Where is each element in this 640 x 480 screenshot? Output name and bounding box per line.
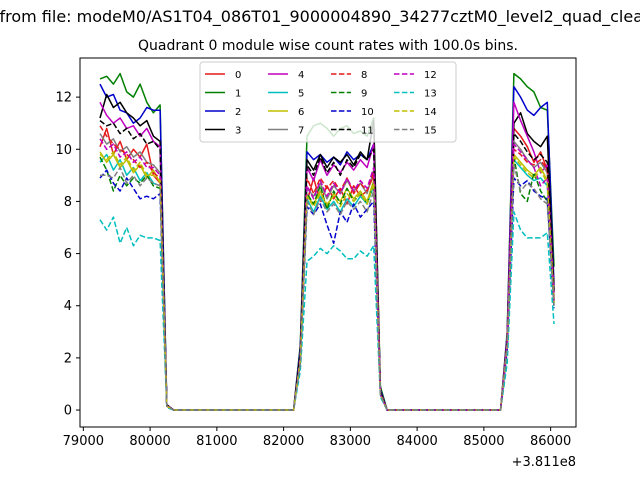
x-axis-ticks: 79000 80000 81000 82000 83000 84000 85000 86000 [63, 427, 571, 449]
x-tick-label: 82000 [263, 434, 304, 449]
x-tick-label: 79000 [63, 434, 104, 449]
x-tick-label: 84000 [396, 434, 437, 449]
legend-label-10: 10 [361, 107, 374, 118]
y-tick-label: 4 [64, 299, 72, 314]
series-layer [99, 72, 555, 411]
x-tick-label: 81000 [196, 434, 237, 449]
x-tick-label: 83000 [330, 434, 371, 449]
legend-label-5: 5 [298, 89, 304, 100]
legend-label-14: 14 [424, 107, 437, 118]
y-tick-label: 2 [64, 351, 72, 366]
legend-frame [199, 61, 457, 143]
legend-label-15: 15 [424, 126, 437, 137]
figure-suptitle: Data from file: modeM0/AS1T04_086T01_900… [0, 7, 640, 27]
legend-label-4: 4 [298, 70, 304, 81]
x-tick-label: 85000 [463, 434, 504, 449]
legend-label-12: 12 [424, 70, 437, 81]
legend-label-9: 9 [361, 89, 367, 100]
y-tick-label: 0 [64, 404, 72, 419]
legend-label-11: 11 [361, 126, 374, 137]
legend-label-3: 3 [235, 126, 241, 137]
legend-label-13: 13 [424, 89, 437, 100]
plot-area: 79000 80000 81000 82000 83000 84000 85000 86000… [55, 57, 577, 470]
series-line-15 [100, 164, 555, 411]
legend-label-6: 6 [298, 107, 304, 118]
y-tick-label: 10 [55, 143, 72, 158]
y-tick-label: 6 [64, 247, 72, 262]
legend-label-7: 7 [298, 126, 304, 137]
y-axis-ticks: 0 2 4 6 8 10 12 [55, 91, 80, 419]
axes-frame [79, 57, 577, 428]
y-tick-label: 12 [55, 91, 72, 106]
x-axis-offset-label: +3.811e8 [512, 455, 576, 470]
x-tick-label: 80000 [129, 434, 170, 449]
legend-label-0: 0 [235, 70, 241, 81]
x-tick-label: 86000 [530, 434, 571, 449]
legend-label-1: 1 [235, 89, 241, 100]
legend-label-2: 2 [235, 107, 241, 118]
chart-title: Quadrant 0 module wise count rates with … [138, 38, 518, 54]
legend-label-8: 8 [361, 70, 367, 81]
y-tick-label: 8 [64, 195, 72, 210]
